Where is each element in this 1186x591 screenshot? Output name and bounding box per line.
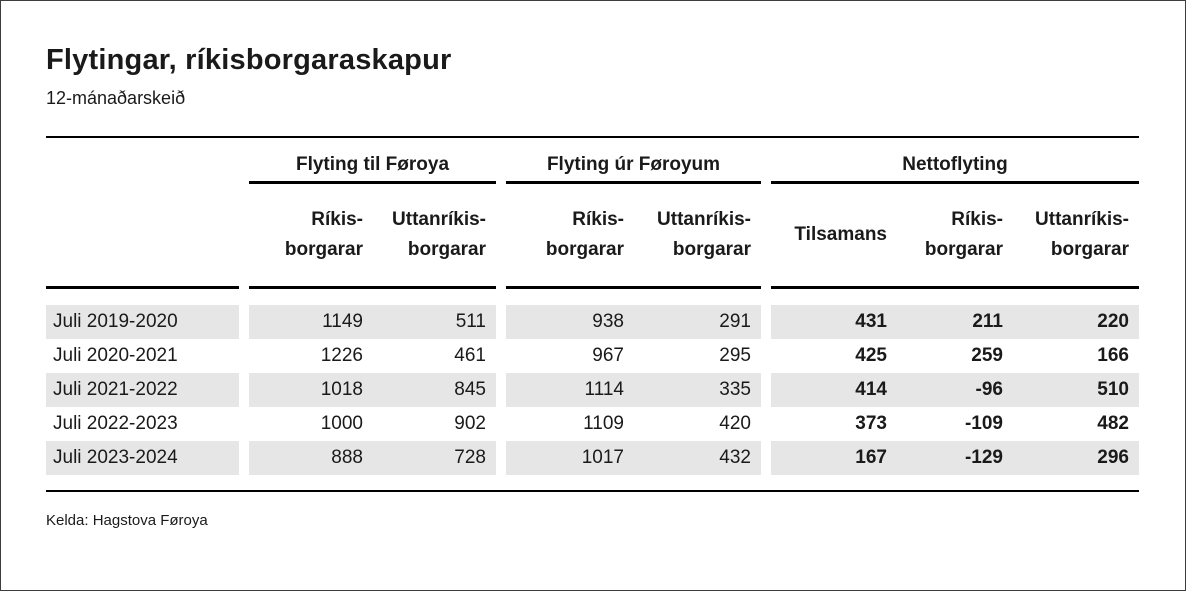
value-cell: 296 <box>1013 440 1139 475</box>
value-cell: 373 <box>855 412 887 434</box>
top-divider <box>46 135 1139 138</box>
value-cell: 425 <box>855 344 887 366</box>
group-header-flyting-ur-foroyum: Flyting úr Føroyum <box>506 138 761 184</box>
column-header-line: Ríkis- <box>951 208 1003 230</box>
value-cell: 335 <box>634 372 761 407</box>
value-cell: 420 <box>719 412 751 434</box>
value-cell: 482 <box>1097 412 1129 434</box>
value-cell: -109 <box>964 412 1003 434</box>
value-cell: 295 <box>719 344 751 366</box>
row-label: Juli 2022-2023 <box>53 412 178 434</box>
column-gap <box>761 441 771 475</box>
value-cell: 1000 <box>320 412 363 434</box>
column-gap <box>239 373 249 407</box>
column-gap <box>761 373 771 407</box>
value-cell: 167 <box>771 440 897 475</box>
value-cell: 220 <box>1013 304 1139 339</box>
value-cell: 259 <box>971 344 1003 366</box>
column-gap <box>239 339 249 373</box>
column-header-til-rikisborgarar: Ríkis- borgarar <box>249 184 373 289</box>
source-note: Kelda: Hagstova Føroya <box>46 511 208 529</box>
column-header-line: borgarar <box>284 238 363 260</box>
column-gap <box>496 407 506 441</box>
column-gap <box>239 138 249 184</box>
row-label: Juli 2019-2020 <box>46 304 239 339</box>
value-cell: 510 <box>1013 372 1139 407</box>
value-cell: -129 <box>897 440 1013 475</box>
value-cell: 461 <box>454 344 486 366</box>
column-header-line: borgarar <box>407 238 486 260</box>
column-header-line: Ríkis- <box>311 208 363 230</box>
bottom-divider <box>46 489 1139 492</box>
column-gap <box>496 138 506 184</box>
row-label: Juli 2020-2021 <box>53 344 178 366</box>
column-gap <box>239 407 249 441</box>
row-label: Juli 2023-2024 <box>46 440 239 475</box>
column-header-line: borgarar <box>672 238 751 260</box>
column-header-line: borgarar <box>545 238 624 260</box>
column-gap <box>496 305 506 339</box>
group-header-nettoflyting: Nettoflyting <box>771 138 1139 184</box>
column-header-netto-uttanrikisborgarar: Uttanríkis- borgarar <box>1013 184 1139 289</box>
value-cell: 166 <box>1097 344 1129 366</box>
value-cell: 511 <box>373 304 496 339</box>
row-label-header-spacer <box>46 184 239 289</box>
value-cell: 1109 <box>583 412 624 434</box>
column-gap <box>761 407 771 441</box>
column-gap <box>496 373 506 407</box>
corner-spacer <box>46 138 239 184</box>
column-header-ur-rikisborgarar: Ríkis- borgarar <box>506 184 634 289</box>
column-header-line: Uttanríkis- <box>1035 208 1129 230</box>
value-cell: 902 <box>454 412 486 434</box>
data-table: Flyting til Føroya Flyting úr Føroyum Ne… <box>46 138 1139 475</box>
column-header-line: Ríkis- <box>572 208 624 230</box>
column-header-tilsamans: Tilsamans <box>771 184 897 289</box>
column-header-til-uttanrikisborgarar: Uttanríkis- borgarar <box>373 184 496 289</box>
column-header-line: Uttanríkis- <box>392 208 486 230</box>
value-cell: 1114 <box>506 372 634 407</box>
value-cell: 1017 <box>506 440 634 475</box>
value-cell: 432 <box>634 440 761 475</box>
value-cell: 888 <box>249 440 373 475</box>
column-gap <box>761 305 771 339</box>
column-gap <box>496 184 506 289</box>
column-header-line: Uttanríkis- <box>657 208 751 230</box>
value-cell: 938 <box>506 304 634 339</box>
value-cell: -96 <box>897 372 1013 407</box>
value-cell: 728 <box>373 440 496 475</box>
row-label: Juli 2021-2022 <box>46 372 239 407</box>
column-header-line: borgarar <box>924 238 1003 260</box>
column-gap <box>239 184 249 289</box>
column-gap <box>239 305 249 339</box>
page-subtitle: 12-mánaðarskeið <box>46 88 186 109</box>
value-cell: 1226 <box>320 344 363 366</box>
value-cell: 291 <box>634 304 761 339</box>
value-cell: 431 <box>771 304 897 339</box>
value-cell: 1018 <box>249 372 373 407</box>
column-gap <box>761 184 771 289</box>
group-header-flyting-til-foroya: Flyting til Føroya <box>249 138 496 184</box>
column-header-netto-rikisborgarar: Ríkis- borgarar <box>897 184 1013 289</box>
value-cell: 211 <box>897 304 1013 339</box>
column-gap <box>761 138 771 184</box>
column-header-ur-uttanrikisborgarar: Uttanríkis- borgarar <box>634 184 761 289</box>
column-gap <box>239 441 249 475</box>
column-header-line: Tilsamans <box>794 223 887 245</box>
column-gap <box>761 339 771 373</box>
value-cell: 967 <box>592 344 624 366</box>
column-gap <box>496 339 506 373</box>
value-cell: 414 <box>771 372 897 407</box>
value-cell: 845 <box>373 372 496 407</box>
page-title: Flytingar, ríkisborgaraskapur <box>46 44 452 76</box>
column-header-line: borgarar <box>1050 238 1129 260</box>
column-gap <box>496 441 506 475</box>
value-cell: 1149 <box>249 304 373 339</box>
header-body-spacer <box>46 289 1139 305</box>
